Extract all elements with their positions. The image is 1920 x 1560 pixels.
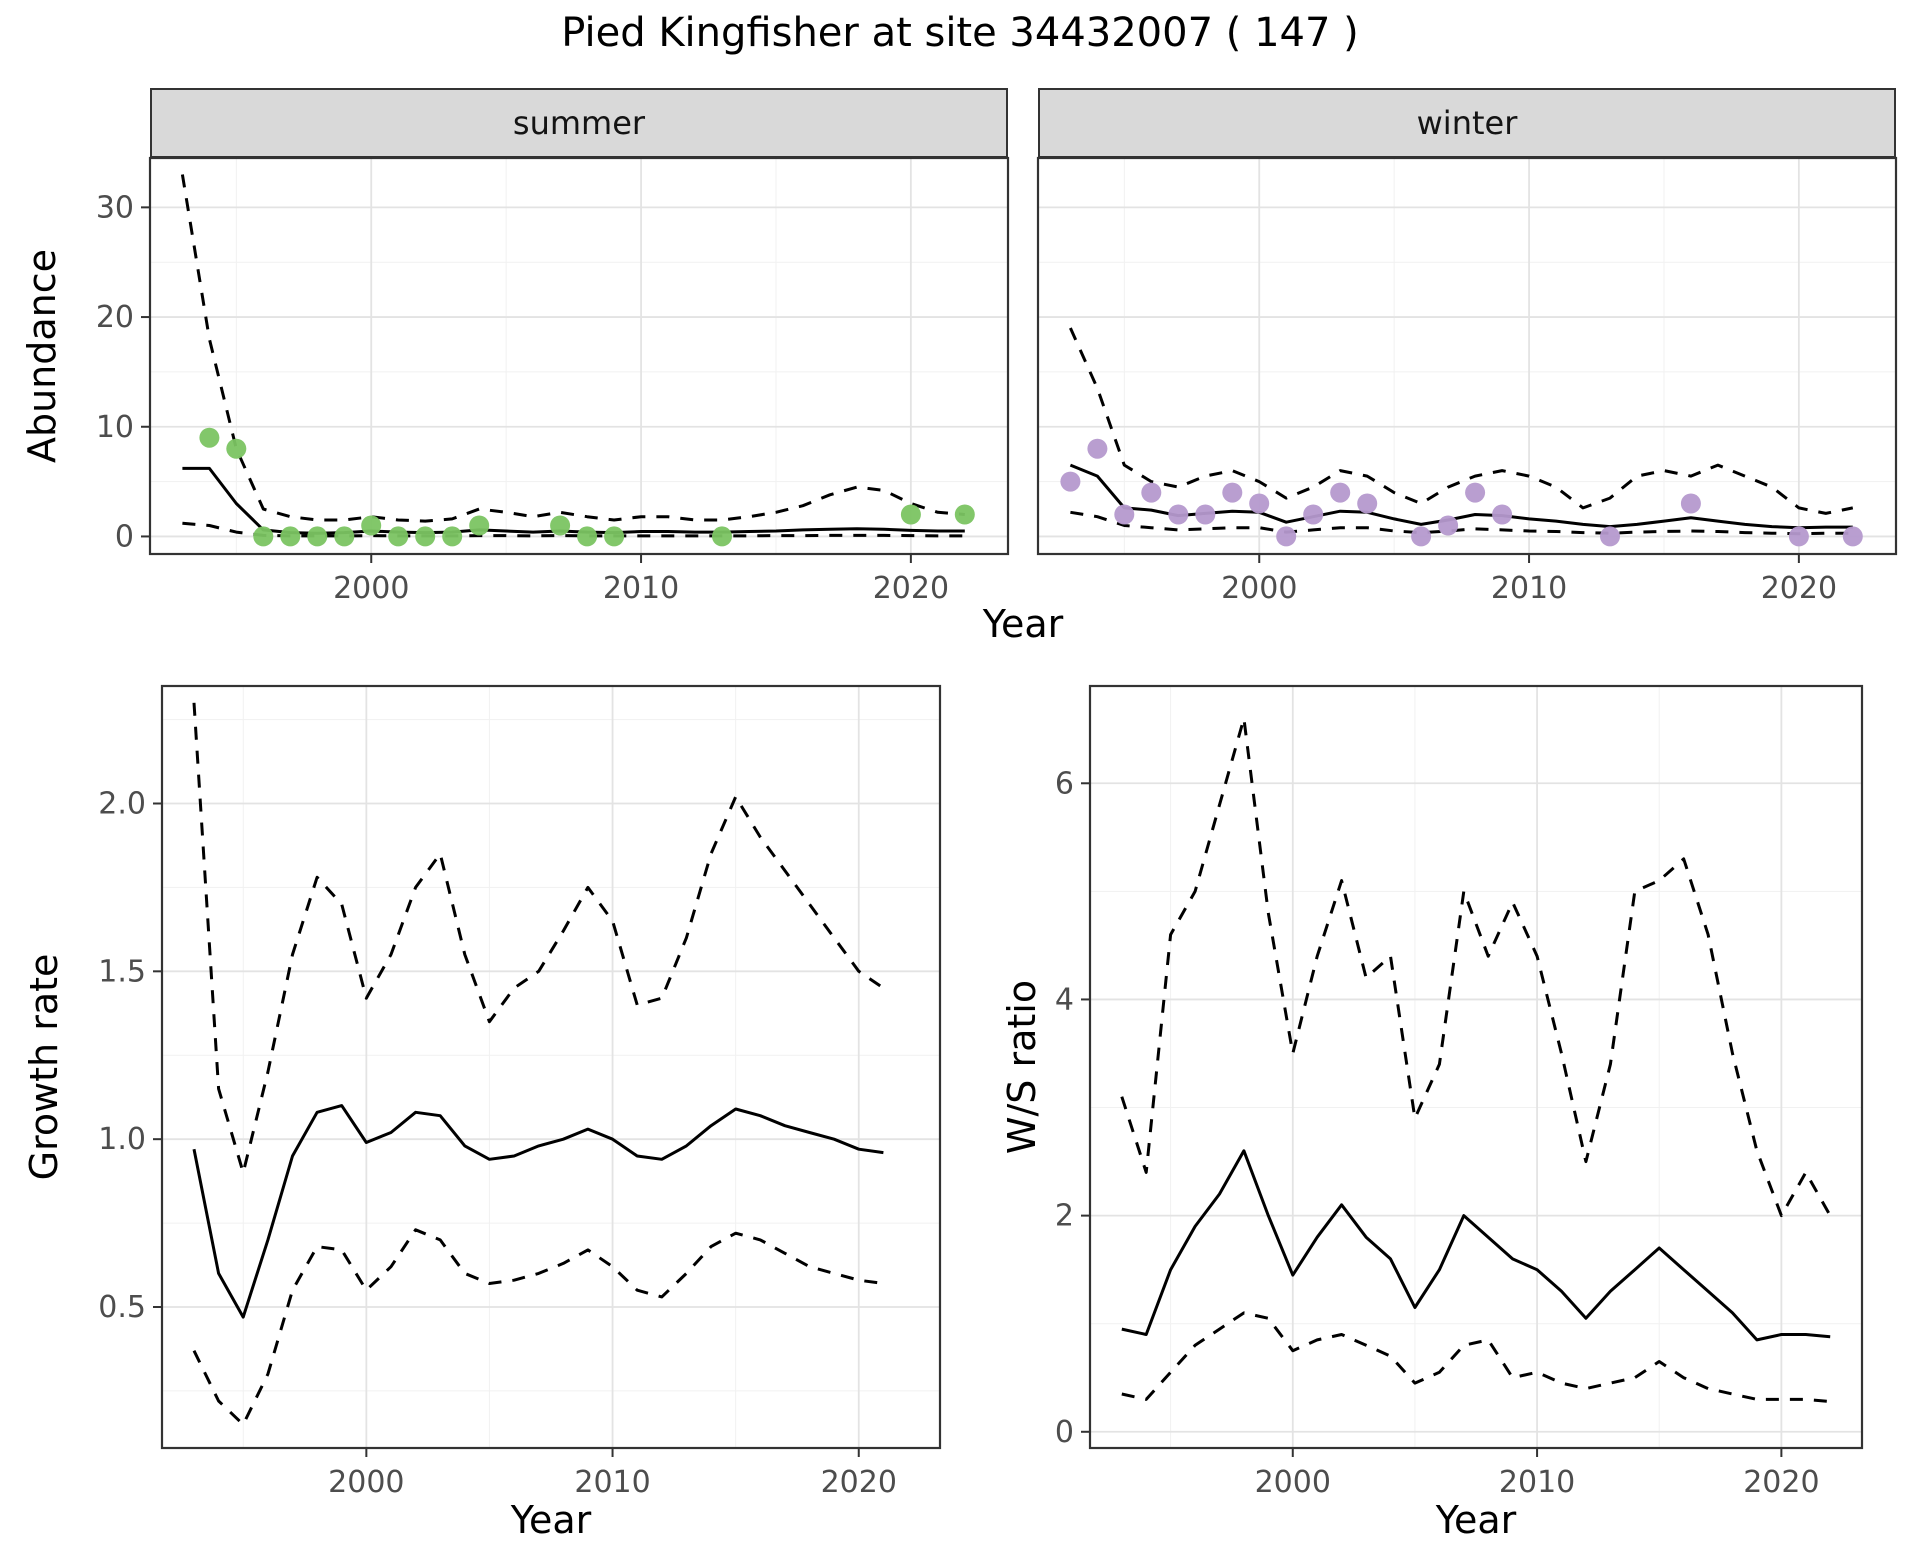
data-point-abundance-summer (361, 515, 382, 536)
data-point-abundance-winter (1168, 504, 1189, 525)
panel-border (1036, 156, 1898, 556)
x-tick-label: 2020 (873, 571, 949, 606)
x-tick-label: 2000 (328, 1465, 404, 1500)
data-point-abundance-summer (954, 504, 975, 525)
y-tick-label: 0.5 (98, 1290, 146, 1325)
x-tick-label: 2020 (1743, 1465, 1819, 1500)
data-point-abundance-winter (1680, 493, 1701, 514)
y-tick-label: 0 (1055, 1415, 1074, 1450)
x-tick-label: 2000 (1221, 571, 1297, 606)
data-point-abundance-summer (388, 526, 409, 547)
data-point-abundance-winter (1087, 438, 1108, 459)
panel-border (148, 156, 1010, 556)
lower-ci-line-ws-ratio (1121, 1311, 1831, 1403)
data-point-abundance-winter (1330, 482, 1351, 503)
x-tick-label: 2000 (333, 571, 409, 606)
x-tick-label: 2010 (1499, 1465, 1575, 1500)
ws-year-axis-title: Year (1435, 1498, 1517, 1542)
data-point-abundance-summer (307, 526, 328, 547)
data-point-abundance-winter (1842, 526, 1863, 547)
x-tick-label: 2020 (1761, 571, 1837, 606)
data-point-abundance-winter (1249, 493, 1270, 514)
data-point-abundance-summer (712, 526, 732, 547)
upper-ci-line-abundance-winter (1069, 327, 1854, 515)
y-tick-label: 6 (1055, 766, 1074, 801)
panel-abundance-summer: 2000 2010 2020 0 10 20 30 (96, 156, 1010, 606)
data-point-abundance-winter (1357, 493, 1378, 514)
panel-ws-ratio: 2000 2010 2020 0 2 4 6 (1055, 684, 1864, 1500)
panel-background (162, 686, 940, 1448)
data-point-abundance-winter (1060, 471, 1081, 492)
top-year-axis-title: Year (982, 602, 1064, 646)
data-point-abundance-winter (1141, 482, 1162, 503)
panel-abundance-winter: 2000 2010 2020 (1036, 156, 1898, 606)
lower-ci-line-growth-rate (192, 1228, 884, 1426)
upper-ci-line-abundance-summer (180, 174, 965, 523)
data-point-abundance-winter (1195, 504, 1216, 525)
series-group-abundance-winter (1060, 327, 1863, 547)
data-point-abundance-summer (334, 526, 355, 547)
data-point-abundance-winter (1303, 504, 1324, 525)
y-tick-label: 1.0 (98, 1122, 146, 1157)
panel-border (1088, 684, 1864, 1450)
data-point-abundance-summer (469, 515, 490, 536)
x-tick-label: 2000 (1255, 1465, 1331, 1500)
data-point-abundance-winter (1114, 504, 1135, 525)
data-point-abundance-summer (604, 526, 625, 547)
growth-year-axis-title: Year (510, 1498, 592, 1542)
series-group-growth-rate (192, 702, 885, 1426)
fit-line-growth-rate (192, 1104, 884, 1319)
data-point-abundance-summer (442, 526, 463, 547)
y-tick-label: 20 (96, 300, 134, 335)
fit-line-ws-ratio (1121, 1149, 1831, 1342)
data-point-abundance-winter (1276, 526, 1297, 547)
x-tick-label: 2010 (574, 1465, 650, 1500)
data-point-abundance-summer (226, 438, 247, 459)
data-point-abundance-winter (1600, 526, 1620, 547)
y-tick-label: 10 (96, 410, 134, 445)
data-point-abundance-summer (550, 515, 571, 536)
data-point-abundance-winter (1222, 482, 1243, 503)
series-group-ws-ratio (1120, 716, 1832, 1403)
panel-border (160, 684, 942, 1450)
facet-strip-summer: summer (150, 88, 1008, 158)
panel-background (1090, 686, 1862, 1448)
data-point-abundance-winter (1411, 526, 1432, 547)
y-tick-label: 4 (1055, 982, 1074, 1017)
data-point-abundance-winter (1788, 526, 1809, 547)
data-point-abundance-summer (199, 427, 220, 448)
data-point-abundance-winter (1492, 504, 1513, 525)
y-tick-label: 1.5 (98, 954, 146, 989)
series-group-abundance-summer (180, 174, 975, 547)
y-tick-label: 0 (115, 519, 134, 554)
x-tick-label: 2010 (603, 571, 679, 606)
facet-strip-winter-label: winter (1416, 104, 1518, 142)
data-point-abundance-winter (1438, 515, 1459, 536)
upper-ci-line-growth-rate (192, 702, 885, 1175)
upper-ci-line-ws-ratio (1120, 716, 1832, 1218)
y-tick-label: 2.0 (98, 786, 146, 821)
y-tick-label: 2 (1055, 1199, 1074, 1234)
lower-ci-line-abundance-winter (1070, 510, 1853, 536)
x-tick-label: 2010 (1491, 571, 1567, 606)
data-point-abundance-summer (577, 526, 598, 547)
panel-background (150, 158, 1008, 554)
panel-growth-rate: 2000 2010 2020 0.5 1.0 1.5 2.0 (98, 684, 942, 1500)
data-point-abundance-summer (415, 526, 436, 547)
data-point-abundance-summer (900, 504, 921, 525)
facet-strip-winter: winter (1038, 88, 1896, 158)
data-point-abundance-summer (280, 526, 301, 547)
y-tick-label: 30 (96, 190, 134, 225)
data-point-abundance-winter (1465, 482, 1486, 503)
plot-title: Pied Kingfisher at site 34432007 ( 147 ) (561, 10, 1359, 56)
x-tick-label: 2020 (821, 1465, 897, 1500)
data-point-abundance-summer (253, 526, 274, 547)
facet-strip-summer-label: summer (512, 104, 646, 142)
